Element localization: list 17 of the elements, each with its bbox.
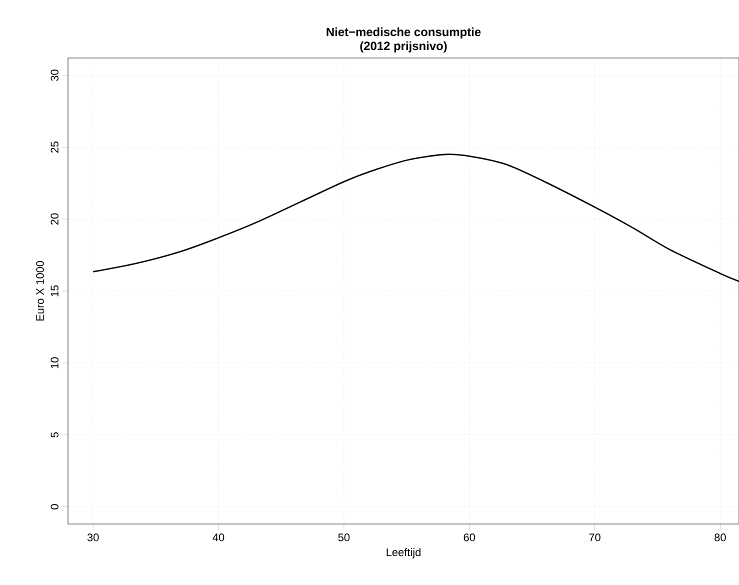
y-tick-label: 25 xyxy=(50,142,58,153)
line-series xyxy=(92,154,739,282)
y-tick-label: 0 xyxy=(50,504,58,510)
y-tick-label: 10 xyxy=(50,357,58,368)
chart-title: Niet−medische consumptie (2012 prijsnivo) xyxy=(326,27,481,52)
x-axis-title: Leeftijd xyxy=(386,548,420,558)
x-tick-label: 40 xyxy=(212,534,224,542)
x-tick-label: 30 xyxy=(87,534,99,542)
y-tick-label: 30 xyxy=(50,70,58,81)
x-tick-label: 70 xyxy=(589,534,600,542)
y-tick-label: 15 xyxy=(50,285,58,296)
x-tick-label: 50 xyxy=(338,534,350,542)
y-tick-label: 20 xyxy=(50,213,58,225)
y-tick-label: 5 xyxy=(50,432,58,438)
x-tick-label: 60 xyxy=(464,534,476,542)
x-tick-label: 80 xyxy=(714,534,726,542)
y-axis-title: Euro X 1000 xyxy=(36,260,44,321)
